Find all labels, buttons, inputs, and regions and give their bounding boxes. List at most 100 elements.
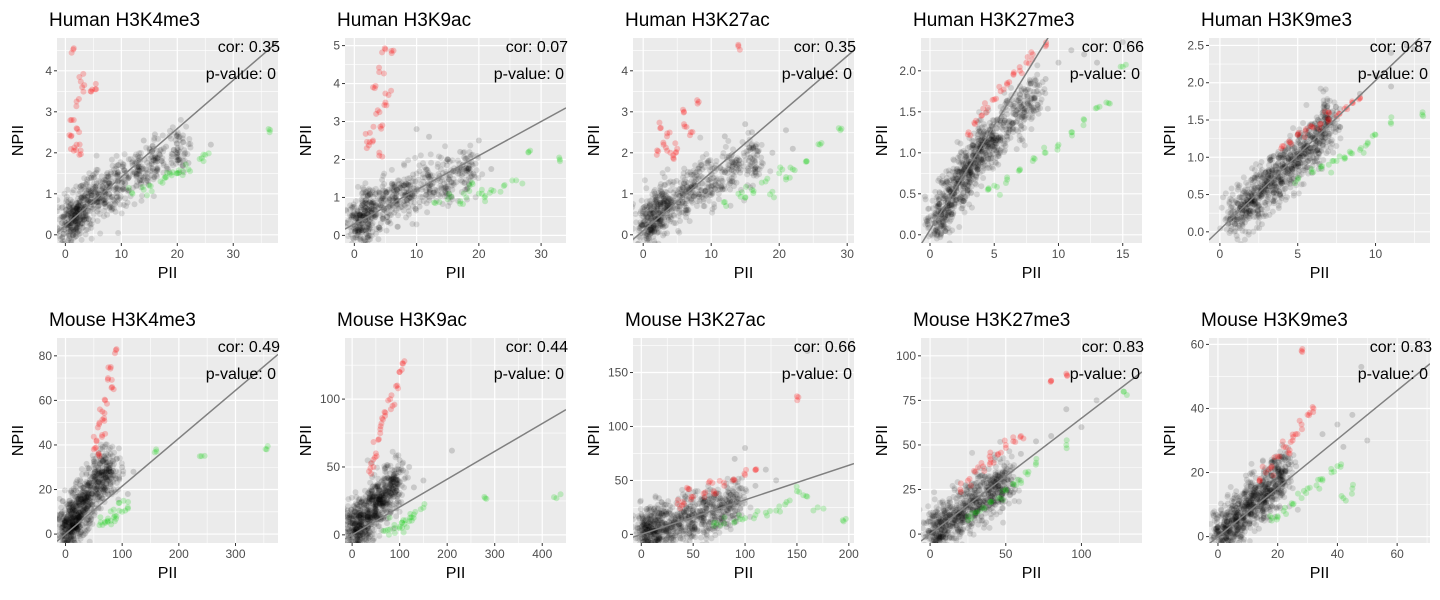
data-point bbox=[385, 210, 392, 217]
data-point bbox=[394, 177, 401, 184]
data-point bbox=[95, 199, 102, 206]
data-point bbox=[408, 195, 415, 202]
data-point-high-npii bbox=[1024, 53, 1031, 60]
data-point bbox=[175, 147, 182, 154]
data-point bbox=[83, 220, 90, 227]
data-point bbox=[57, 204, 62, 211]
data-point bbox=[950, 175, 957, 182]
data-point bbox=[87, 188, 94, 195]
data-point-high-pii bbox=[556, 154, 563, 161]
data-point bbox=[715, 190, 722, 197]
data-point bbox=[655, 210, 662, 217]
data-point bbox=[681, 203, 688, 210]
data-point-high-pii bbox=[182, 161, 189, 168]
data-point bbox=[163, 165, 170, 172]
data-point bbox=[670, 219, 677, 226]
data-point bbox=[942, 228, 949, 235]
data-point bbox=[957, 186, 964, 193]
data-point bbox=[92, 186, 99, 193]
data-point bbox=[394, 188, 401, 195]
data-point bbox=[692, 190, 699, 197]
data-point-high-pii bbox=[1092, 105, 1099, 112]
data-point bbox=[449, 196, 456, 203]
data-point bbox=[174, 146, 181, 153]
data-point bbox=[118, 180, 125, 187]
data-point-high-npii bbox=[381, 45, 388, 52]
data-point bbox=[355, 208, 362, 215]
data-point-high-npii bbox=[672, 149, 679, 156]
data-point bbox=[154, 167, 161, 174]
data-point-high-npii bbox=[372, 82, 379, 89]
data-point bbox=[133, 159, 140, 166]
data-point bbox=[357, 211, 364, 218]
data-point bbox=[66, 232, 73, 239]
data-point bbox=[660, 224, 667, 231]
data-point bbox=[347, 216, 354, 223]
data-point bbox=[91, 174, 98, 181]
data-point bbox=[439, 176, 446, 183]
data-point bbox=[90, 183, 97, 190]
data-point bbox=[955, 199, 962, 206]
cor-annotation: cor: 0.07 bbox=[506, 39, 568, 56]
data-point bbox=[730, 159, 737, 166]
data-point bbox=[667, 197, 674, 204]
data-point bbox=[969, 142, 976, 149]
data-point-high-pii bbox=[466, 182, 473, 189]
data-point bbox=[685, 193, 692, 200]
data-point bbox=[1271, 198, 1278, 205]
data-point bbox=[443, 190, 450, 197]
data-point bbox=[687, 171, 694, 178]
data-point bbox=[70, 231, 77, 238]
data-point bbox=[467, 177, 474, 184]
data-point bbox=[981, 150, 988, 157]
data-point bbox=[352, 242, 357, 243]
fit-line bbox=[345, 107, 566, 230]
data-point-high-pii bbox=[185, 166, 192, 173]
data-point-high-pii bbox=[431, 199, 438, 206]
data-point bbox=[940, 245, 946, 251]
data-point bbox=[952, 172, 959, 179]
data-point bbox=[68, 209, 75, 216]
data-point bbox=[939, 222, 946, 229]
data-point bbox=[966, 173, 973, 180]
data-point bbox=[703, 192, 710, 199]
pvalue-annotation: p-value: 0 bbox=[1070, 66, 1140, 83]
data-point bbox=[657, 193, 664, 200]
data-point bbox=[173, 160, 180, 167]
data-point bbox=[72, 227, 79, 234]
data-point bbox=[669, 208, 676, 215]
data-point bbox=[117, 201, 124, 208]
data-point bbox=[655, 207, 662, 214]
data-point bbox=[109, 204, 116, 211]
data-point-high-npii bbox=[77, 78, 84, 85]
data-point bbox=[156, 152, 163, 159]
data-point bbox=[101, 176, 108, 183]
data-point bbox=[415, 176, 422, 183]
data-point bbox=[120, 161, 127, 168]
data-point bbox=[168, 135, 175, 142]
data-point bbox=[943, 225, 950, 232]
data-point bbox=[70, 216, 77, 223]
data-point bbox=[79, 224, 86, 231]
data-point-high-pii bbox=[500, 183, 507, 190]
data-point bbox=[1239, 217, 1246, 224]
data-point bbox=[359, 244, 365, 250]
data-point bbox=[997, 136, 1004, 143]
data-point bbox=[651, 225, 658, 232]
data-point bbox=[691, 182, 698, 189]
data-point-high-npii bbox=[73, 103, 80, 110]
data-point bbox=[358, 229, 365, 236]
data-point bbox=[360, 193, 367, 200]
y-tick-label: 0 bbox=[45, 527, 52, 541]
data-point bbox=[658, 223, 665, 230]
data-point bbox=[747, 154, 754, 161]
data-point-high-pii bbox=[1330, 157, 1337, 164]
data-point bbox=[114, 197, 121, 204]
data-point-outlier bbox=[207, 141, 214, 148]
data-point bbox=[88, 174, 95, 181]
data-point bbox=[986, 140, 993, 147]
data-point bbox=[433, 197, 440, 204]
data-point bbox=[974, 166, 981, 173]
data-point bbox=[1331, 99, 1338, 106]
points-layer bbox=[345, 45, 563, 250]
